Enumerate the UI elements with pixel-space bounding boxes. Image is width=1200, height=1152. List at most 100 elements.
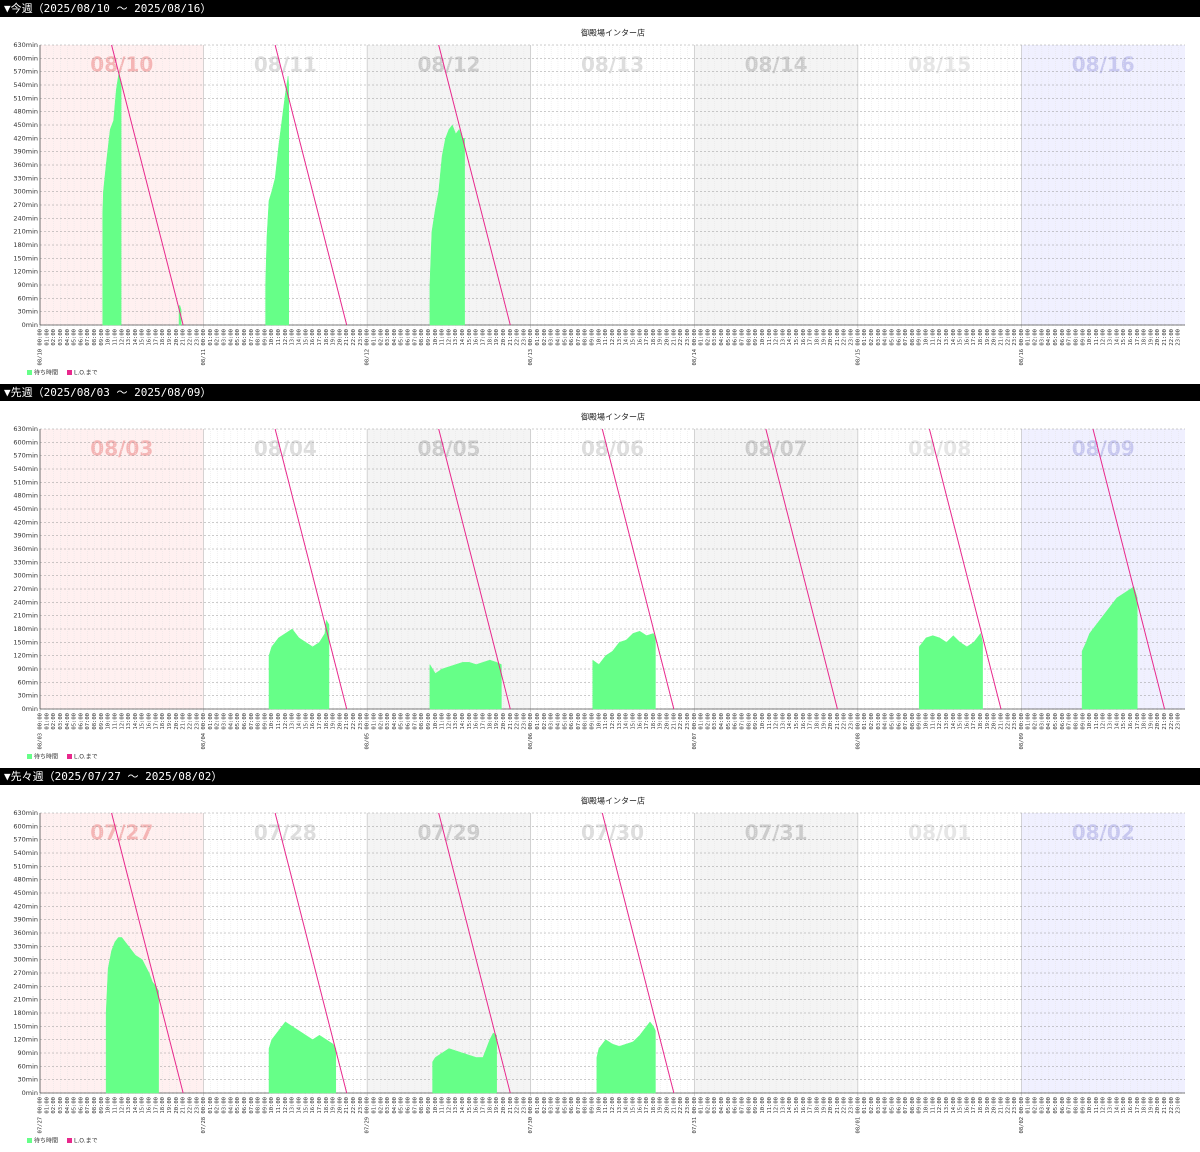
x-tick-label: 13:00 [617,713,623,730]
x-tick-label: 23:00 [358,1097,364,1114]
x-tick-label: 08:00 [419,713,425,730]
x-tick-label: 09:00 [426,329,432,346]
x-tick-label: 19:00 [985,713,991,730]
x-tick-label: 05:00 [562,329,568,346]
x-tick-label: 07:00 [576,1097,582,1114]
x-tick-label: 08/08 00:00 [855,713,861,749]
y-tick-label: 60min [17,678,38,686]
x-tick-label: 03:00 [385,713,391,730]
x-tick-label: 07/27 00:00 [38,1097,44,1133]
x-tick-label: 16:00 [964,329,970,346]
y-tick-label: 480min [13,876,38,884]
x-tick-label: 12:00 [119,713,125,730]
x-tick-label: 11:00 [276,713,282,730]
x-tick-label: 07:00 [739,1097,745,1114]
x-tick-label: 16:00 [637,713,643,730]
x-tick-label: 23:00 [194,713,200,730]
x-tick-label: 21:00 [671,329,677,346]
x-tick-label: 04:00 [392,1097,398,1114]
x-tick-label: 05:00 [889,713,895,730]
x-tick-label: 08:00 [419,329,425,346]
y-tick-label: 600min [13,438,38,446]
x-tick-label: 15:00 [794,1097,800,1114]
x-tick-label: 09:00 [426,1097,432,1114]
x-tick-label: 20:00 [1155,329,1161,346]
x-tick-label: 14:00 [133,713,139,730]
x-tick-label: 19:00 [331,329,337,346]
x-tick-label: 23:00 [1176,713,1182,730]
x-tick-label: 19:00 [331,1097,337,1114]
x-tick-label: 06:00 [896,1097,902,1114]
x-tick-label: 20:00 [174,1097,180,1114]
x-tick-label: 08:00 [746,713,752,730]
x-tick-label: 11:00 [603,1097,609,1114]
x-tick-label: 08/13 00:00 [528,329,534,365]
x-tick-label: 10:00 [760,1097,766,1114]
x-tick-label: 03:00 [876,713,882,730]
x-tick-label: 17:00 [971,713,977,730]
y-tick-label: 450min [13,505,38,513]
x-tick-label: 04:00 [228,713,234,730]
x-tick-label: 07:00 [903,713,909,730]
x-tick-label: 18:00 [487,713,493,730]
x-tick-label: 20:00 [337,713,343,730]
x-tick-label: 02:00 [705,1097,711,1114]
x-tick-label: 08:00 [583,713,589,730]
x-tick-label: 01:00 [862,1097,868,1114]
x-tick-label: 21:00 [508,329,514,346]
lo-line [111,44,184,326]
x-tick-label: 04:00 [555,329,561,346]
x-tick-label: 08/10 00:00 [38,329,44,365]
x-tick-label: 06:00 [896,329,902,346]
day-label: 08/16 [1072,53,1135,77]
x-tick-label: 14:00 [951,1097,957,1114]
section-heading: ▼先々週（2025/07/27 〜 2025/08/02） [0,768,1200,785]
x-tick-label: 16:00 [147,329,153,346]
x-tick-label: 14:00 [624,713,630,730]
x-tick-label: 08:00 [583,329,589,346]
wait-area [596,1021,656,1094]
x-tick-label: 05:00 [399,713,405,730]
day-label: 08/02 [1072,821,1135,845]
lo-line [274,428,348,710]
x-tick-label: 10:00 [1087,329,1093,346]
x-tick-label: 12:00 [937,713,943,730]
x-tick-label: 21:00 [671,1097,677,1114]
wait-area [105,937,159,1094]
x-tick-label: 14:00 [133,1097,139,1114]
x-tick-label: 11:00 [767,713,773,730]
x-tick-label: 06:00 [406,713,412,730]
x-tick-label: 04:00 [1046,1097,1052,1114]
x-tick-label: 03:00 [58,329,64,346]
x-tick-label: 12:00 [610,713,616,730]
x-tick-label: 01:00 [535,1097,541,1114]
x-tick-label: 02:00 [869,329,875,346]
x-tick-label: 23:00 [521,329,527,346]
legend-label: 待ち時間 [34,1137,58,1145]
x-tick-label: 19:00 [985,329,991,346]
x-tick-label: 05:00 [726,329,732,346]
x-tick-label: 14:00 [951,713,957,730]
x-tick-label: 09:00 [917,1097,923,1114]
x-tick-label: 16:00 [964,713,970,730]
x-tick-label: 05:00 [1053,713,1059,730]
x-tick-label: 11:00 [440,713,446,730]
x-tick-label: 13:00 [453,1097,459,1114]
x-tick-label: 09:00 [262,713,268,730]
x-tick-label: 08:00 [256,713,262,730]
x-tick-label: 12:00 [446,329,452,346]
y-tick-label: 390min [13,532,38,540]
x-tick-label: 03:00 [1039,713,1045,730]
y-tick-label: 120min [13,652,38,660]
lo-line [438,428,511,710]
x-tick-label: 08:00 [256,1097,262,1114]
x-tick-label: 15:00 [467,713,473,730]
x-tick-label: 06:00 [569,713,575,730]
x-tick-label: 20:00 [665,329,671,346]
x-tick-label: 12:00 [283,713,289,730]
x-tick-label: 12:00 [446,713,452,730]
x-tick-label: 22:00 [351,713,357,730]
wait-area [102,71,122,326]
y-tick-label: 600min [13,54,38,62]
x-tick-label: 02:00 [215,1097,221,1114]
